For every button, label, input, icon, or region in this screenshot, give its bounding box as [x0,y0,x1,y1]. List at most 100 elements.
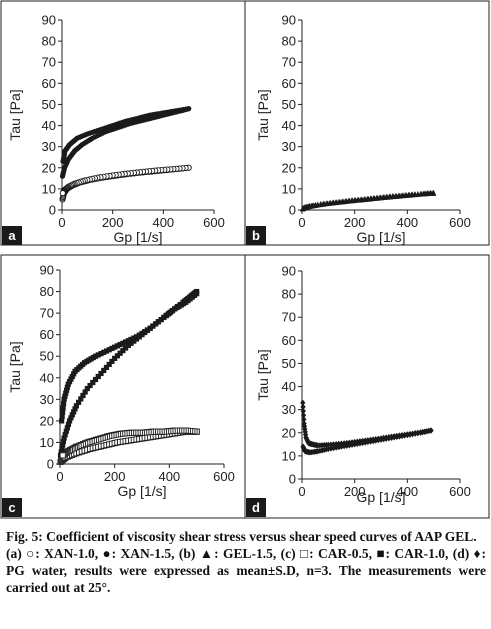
data-point-filled-square [59,418,65,424]
data-point-filled-square [80,392,86,399]
data-point-filled-triangle [415,190,421,197]
data-point-filled-triangle [380,194,386,200]
data-point-filled-diamond [365,438,371,446]
data-point-filled-square [95,352,101,358]
data-point-filled-triangle [371,195,377,201]
data-point-open-square [59,452,66,459]
data-point-filled-square [109,345,115,352]
y-tick-label: 80 [282,34,296,49]
data-point-filled-diamond [404,431,410,439]
data-point-filled-diamond [300,443,306,450]
data-point-filled-diamond [301,416,307,423]
x-axis-label: Gp [1/s] [356,489,405,505]
y-tick-label: 40 [40,370,54,385]
panel-d: 0 10 20 30 40 50 60 70 80 90 0 200 400 600 Gp [1/s] Tau… [246,264,471,517]
data-point-filled-triangle [329,199,336,206]
data-point-filled-square [109,358,115,364]
y-tick-label: 60 [282,333,296,348]
data-point-filled-square [60,438,66,445]
data-point-filled-square [84,385,90,392]
data-point-filled-square [69,412,75,418]
data-point-filled-square [161,314,167,321]
y-tick-label: 70 [40,306,54,321]
data-point-filled-diamond [370,437,376,445]
data-point-filled-square [98,351,104,357]
data-point-filled-triangle [377,194,383,201]
y-tick-label: 70 [282,310,296,325]
data-point-filled-square [82,389,88,395]
y-tick-label: 80 [40,284,54,299]
data-point-filled-square [114,353,120,359]
data-point-filled-triangle [427,190,434,196]
y-tick-label: 40 [282,118,296,133]
data-point-open-circle [59,190,66,197]
y-axis-label: Tau [Pa] [255,89,271,140]
y-tick-label: 80 [42,34,56,49]
data-point-filled-triangle [393,192,399,199]
x-tick-label: 400 [158,469,180,484]
panel-a: 0 10 20 30 40 50 60 70 80 90 0 200 400 600 Gp [1/s] Tau… [2,13,225,245]
data-point-filled-diamond [336,444,342,451]
panel-letter: b [252,228,260,243]
data-point-filled-diamond [336,440,342,447]
data-point-filled-square [101,367,107,374]
x-tick-label: 600 [449,484,471,499]
x-tick-label: 200 [102,215,124,230]
data-point-filled-square [144,327,151,333]
data-point-filled-diamond [391,434,397,441]
data-point-filled-diamond [331,444,337,452]
data-point-filled-square [59,413,65,420]
data-point-filled-diamond [396,433,403,440]
y-tick-label: 90 [40,263,54,278]
x-tick-label: 200 [344,484,366,499]
caption-title: Fig. 5: Coefficient of viscosity shear s… [6,529,477,544]
data-point-filled-square [139,330,145,336]
data-point-filled-square [117,350,123,356]
data-point-filled-triangle [345,197,351,204]
x-tick-label: 0 [56,469,63,484]
data-point-filled-square [61,435,67,441]
y-axis-label: Tau [Pa] [7,341,23,392]
data-point-filled-triangle [367,195,374,202]
data-point-filled-square [60,409,66,415]
y-tick-label: 30 [40,392,54,407]
y-tick-label: 60 [40,327,54,342]
data-point-filled-triangle [402,191,408,198]
x-axis-label: Gp [1/s] [117,483,166,499]
data-point-filled-square [68,415,74,421]
data-point-filled-square [120,348,126,354]
y-tick-label: 50 [282,356,296,371]
data-point-filled-diamond [302,431,309,438]
data-point-filled-square [92,376,99,383]
x-axis-label: Gp [1/s] [356,229,405,245]
data-point-filled-triangle [339,198,345,205]
data-point-filled-square [61,401,67,407]
data-point-filled-square [117,341,123,348]
data-point-filled-square [64,384,70,390]
y-tick-label: 10 [282,448,296,463]
y-tick-label: 60 [282,76,296,91]
data-point-filled-square [73,403,79,409]
data-point-filled-diamond [331,441,337,448]
y-tick-label: 70 [42,55,56,70]
y-tick-label: 70 [282,55,296,70]
data-point-filled-triangle [323,200,329,207]
data-point-filled-square [112,355,118,361]
x-tick-label: 600 [203,215,225,230]
y-tick-label: 40 [42,118,56,133]
data-point-filled-diamond [325,441,331,448]
data-point-filled-square [63,390,69,396]
y-tick-label: 20 [282,425,296,440]
panel-tag [2,226,22,245]
y-tick-label: 90 [42,13,56,28]
data-point-filled-triangle [424,190,430,197]
y-tick-label: 50 [40,349,54,364]
x-tick-label: 400 [152,215,174,230]
data-point-filled-square [87,382,93,389]
data-point-filled-diamond [402,432,408,439]
panel-tag [2,498,22,517]
y-tick-label: 60 [42,76,56,91]
data-point-filled-square [64,425,70,431]
data-point-filled-diamond [341,443,347,450]
